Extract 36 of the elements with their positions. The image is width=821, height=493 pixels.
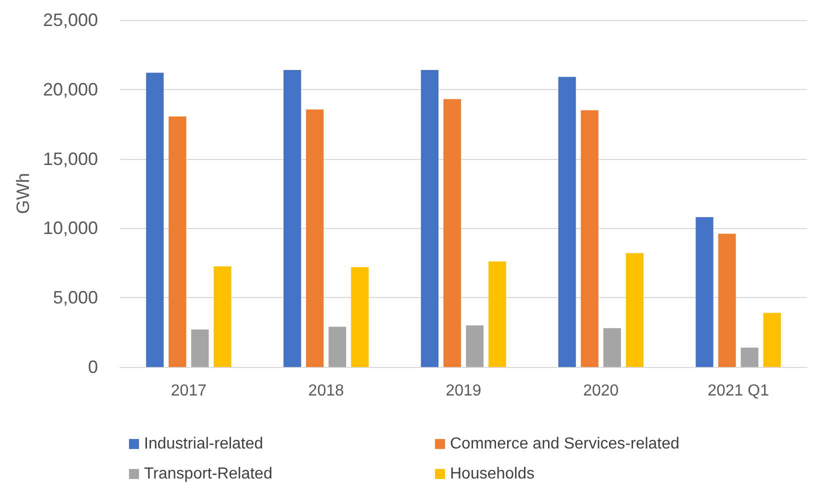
- y-tick-label: 5,000: [52, 288, 98, 308]
- y-tick-label: 25,000: [42, 10, 98, 30]
- bar: [603, 328, 621, 367]
- bar: [146, 72, 164, 367]
- bar: [351, 267, 369, 367]
- x-tick-label: 2018: [308, 382, 344, 400]
- x-tick-label: 2020: [583, 382, 619, 400]
- y-axis-title: GWh: [13, 172, 33, 214]
- x-tick-label: 2021 Q1: [708, 382, 770, 400]
- bar: [214, 266, 232, 367]
- bar: [168, 116, 186, 367]
- y-tick-label: 20,000: [42, 79, 98, 100]
- x-tick-label: 2017: [170, 382, 207, 400]
- bar: [580, 110, 598, 367]
- bar: [696, 217, 714, 367]
- y-tick-label: 15,000: [42, 148, 98, 169]
- bar: [443, 99, 462, 367]
- bar: [284, 70, 302, 367]
- legend-label: Households: [450, 466, 534, 482]
- bar: [420, 70, 439, 367]
- y-tick-label: 0: [88, 357, 98, 377]
- bar: [466, 325, 484, 367]
- bar: [488, 262, 506, 367]
- legend-label: Commerce and Services-related: [450, 436, 680, 452]
- legend-label: Industrial-related: [144, 436, 264, 452]
- bar: [718, 234, 736, 367]
- bar: [558, 76, 576, 367]
- bar: [328, 326, 346, 367]
- bar: [191, 330, 209, 367]
- bar: [306, 110, 324, 367]
- y-tick-label: 10,000: [42, 218, 98, 238]
- bar: [763, 312, 781, 367]
- bar: [626, 253, 644, 367]
- legend-label: Transport-Related: [144, 466, 272, 482]
- bar: [740, 348, 758, 367]
- x-tick-label: 2019: [446, 382, 482, 400]
